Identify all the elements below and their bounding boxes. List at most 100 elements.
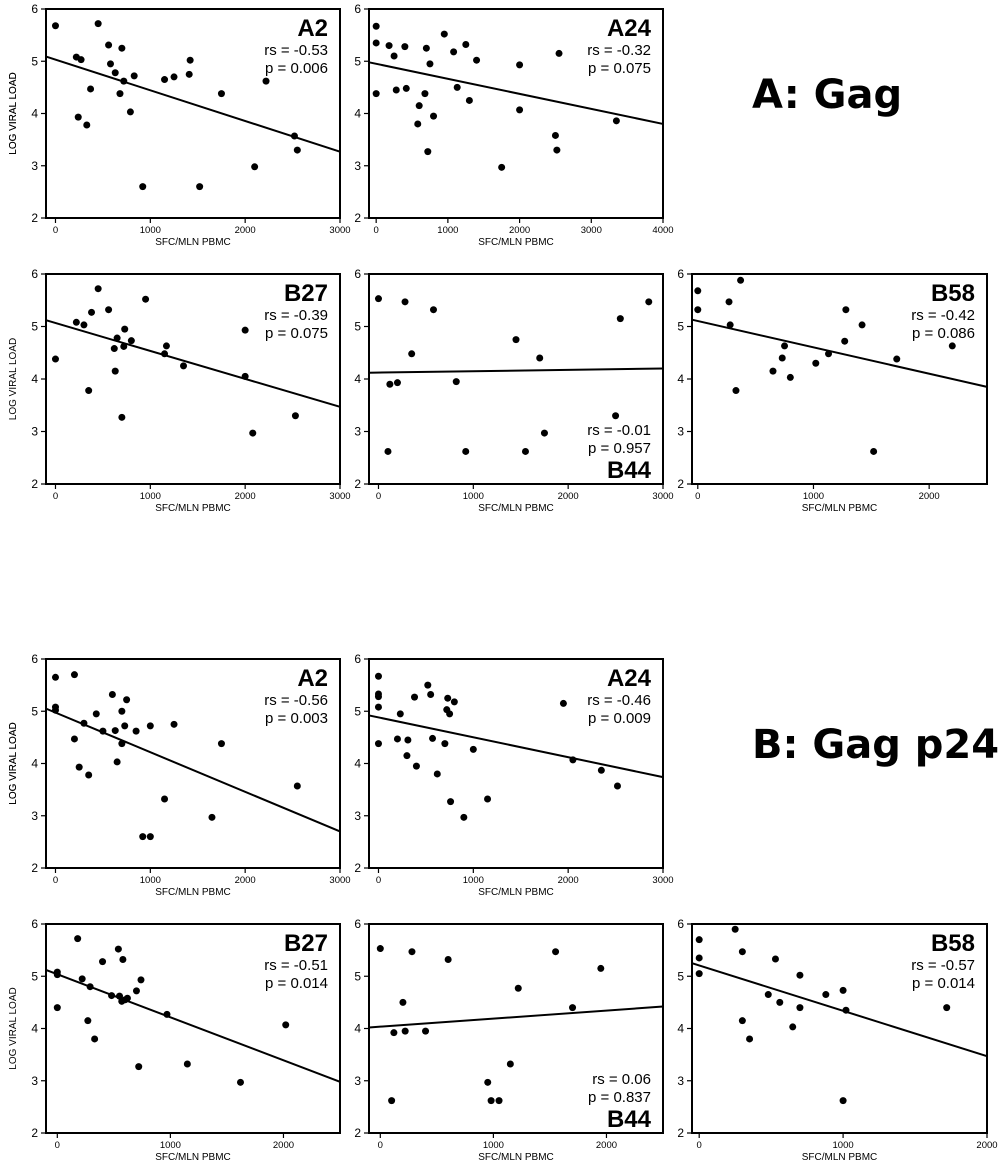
data-point — [858, 321, 866, 329]
data-point — [161, 350, 169, 358]
data-point — [217, 740, 225, 748]
data-point — [778, 354, 786, 362]
x-tick-label: 3000 — [652, 491, 673, 502]
data-point — [796, 1004, 804, 1012]
data-point — [408, 350, 416, 358]
data-point — [386, 380, 394, 388]
panel-label: A2 — [297, 15, 328, 42]
data-point — [796, 971, 804, 979]
x-tick-label: 1000 — [160, 1140, 181, 1151]
data-point — [399, 998, 407, 1006]
y-tick-label: 4 — [354, 372, 361, 386]
data-point — [127, 337, 135, 345]
data-point — [540, 429, 548, 437]
data-point — [422, 1027, 430, 1035]
data-point — [183, 1060, 191, 1068]
panel-label: B58 — [931, 930, 975, 957]
data-point — [293, 146, 301, 154]
data-point — [51, 706, 59, 714]
y-tick-label: 4 — [677, 1022, 684, 1036]
data-point — [123, 696, 131, 704]
data-point — [401, 43, 409, 51]
data-point — [376, 945, 384, 953]
data-point — [521, 447, 529, 455]
data-point — [80, 719, 88, 727]
data-point — [393, 379, 401, 387]
data-point — [51, 673, 59, 681]
data-point — [291, 412, 299, 420]
data-point — [135, 1063, 143, 1071]
panel-label: B27 — [284, 280, 328, 307]
data-point — [613, 782, 621, 790]
data-point — [118, 413, 126, 421]
data-point — [113, 334, 121, 342]
data-point — [450, 698, 458, 706]
x-tick-label: 3000 — [329, 225, 350, 236]
data-point — [516, 106, 524, 114]
data-point — [569, 756, 577, 764]
y-tick-label: 6 — [354, 652, 361, 666]
y-tick-label: 2 — [354, 477, 361, 491]
data-point — [738, 1017, 746, 1025]
data-point — [839, 986, 847, 994]
y-tick-label: 4 — [31, 1022, 38, 1036]
x-tick-label: 0 — [374, 225, 379, 236]
y-tick-label: 4 — [677, 372, 684, 386]
data-point — [217, 90, 225, 98]
x-axis-label: SFC/MLN PBMC — [802, 503, 878, 514]
data-point — [374, 740, 382, 748]
rs-value: rs = -0.01 — [587, 422, 651, 439]
data-point — [393, 735, 401, 743]
data-point — [444, 956, 452, 964]
data-point — [236, 1078, 244, 1086]
data-point — [208, 813, 216, 821]
data-point — [893, 355, 901, 363]
y-tick-label: 3 — [354, 1074, 361, 1088]
data-point — [737, 276, 745, 284]
data-point — [374, 295, 382, 303]
scatter-panel: 2 3 4 5 6 0 1000 2000 3000 4000 SFC/MLN PBMC LOG VI… — [8, 2, 674, 248]
regression-line — [368, 61, 664, 125]
data-point — [943, 1004, 951, 1012]
data-point — [186, 56, 194, 64]
data-point — [401, 1027, 409, 1035]
x-tick-label: 2000 — [558, 491, 579, 502]
data-point — [516, 61, 524, 69]
data-point — [506, 1060, 514, 1068]
data-point — [92, 710, 100, 718]
data-point — [118, 44, 126, 52]
data-point — [469, 745, 477, 753]
data-point — [108, 691, 116, 699]
panel-label: A24 — [607, 665, 652, 692]
data-point — [551, 131, 559, 139]
data-point — [94, 20, 102, 28]
data-point — [282, 1021, 290, 1029]
y-tick-label: 6 — [354, 917, 361, 931]
x-axis-label: SFC/MLN PBMC — [478, 887, 554, 898]
rs-value: rs = -0.42 — [911, 307, 975, 324]
data-point — [786, 373, 794, 381]
y-tick-label: 5 — [31, 969, 38, 983]
data-point — [839, 1097, 847, 1105]
scatter-panel: 2 3 4 5 6 0 1000 2000 3000 SFC/MLN PBMC LOG VIRAL … — [8, 267, 351, 514]
rs-value: rs = -0.53 — [264, 42, 328, 59]
data-point — [460, 813, 468, 821]
data-point — [822, 991, 830, 999]
data-point — [555, 49, 563, 57]
data-point — [85, 771, 93, 779]
y-tick-label: 3 — [31, 159, 38, 173]
data-point — [123, 994, 131, 1002]
data-point — [426, 60, 434, 68]
data-point — [484, 795, 492, 803]
y-tick-label: 2 — [31, 211, 38, 225]
x-tick-label: 0 — [376, 875, 381, 886]
data-point — [825, 350, 833, 358]
y-tick-label: 5 — [31, 54, 38, 68]
x-tick-label: 2000 — [235, 875, 256, 886]
y-axis-label: LOG VIRAL LOAD — [8, 72, 19, 154]
data-point — [241, 372, 249, 380]
data-point — [105, 41, 113, 49]
data-point — [161, 76, 169, 84]
x-tick-label: 1000 — [140, 491, 161, 502]
data-point — [142, 295, 150, 303]
